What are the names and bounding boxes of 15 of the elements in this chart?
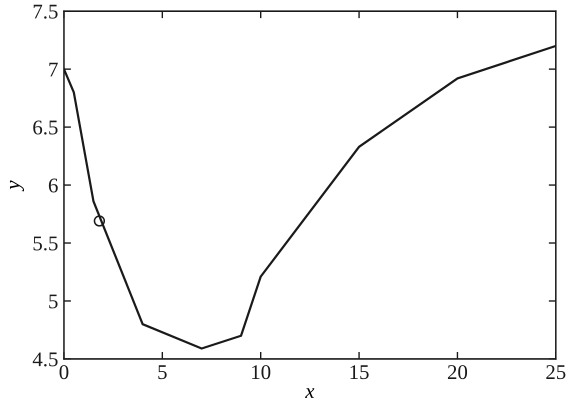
x-tick-label: 15 (350, 365, 369, 380)
x-tick-label: 25 (546, 365, 566, 380)
y-tick-label: 4.5 (32, 352, 58, 366)
x-tick-label: 0 (60, 365, 68, 380)
y-tick-label: 7 (49, 62, 58, 76)
y-axis-title: y (10, 180, 24, 192)
y-tick-label: 7.5 (34, 4, 58, 19)
x-tick-label: 20 (448, 365, 468, 380)
y-tick-label: 6.5 (33, 120, 58, 135)
x-axis-title: x (305, 388, 314, 398)
y-tick-label: 6 (48, 178, 58, 192)
y-tick-label: 5.5 (34, 236, 58, 251)
x-tick-label: 5 (158, 365, 167, 380)
y-tick-label: 5 (49, 294, 58, 308)
x-tick-label: 10 (252, 365, 270, 380)
